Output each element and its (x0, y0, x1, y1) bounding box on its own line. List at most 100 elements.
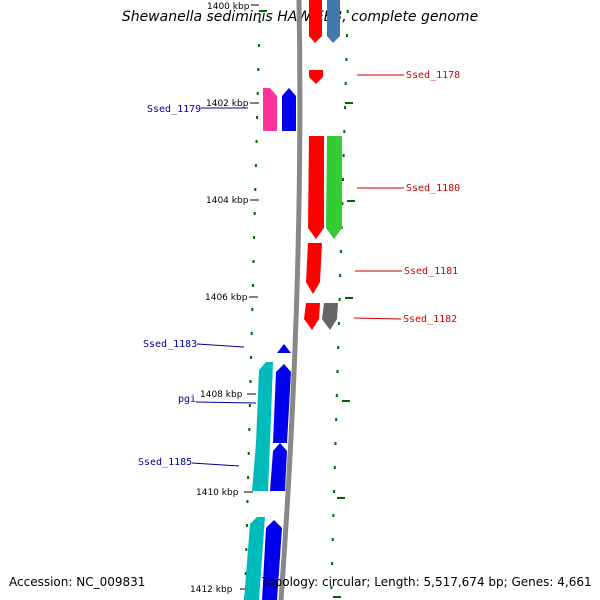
guide-dot (335, 418, 338, 421)
guide-dash (337, 497, 345, 499)
guide-dot (336, 370, 339, 373)
guide-dot (331, 562, 334, 565)
guide-dot (344, 106, 346, 109)
guide-dash (345, 297, 353, 299)
gene-label-pgi[interactable]: pgi (178, 394, 196, 405)
guide-dot (247, 476, 250, 479)
label-leaders (191, 74, 404, 467)
gene-ssed-1182[interactable] (322, 303, 338, 330)
guide-dot (342, 178, 344, 181)
guide-dash (259, 10, 267, 12)
guide-dot (337, 346, 340, 349)
gene-ssed-1180a[interactable] (308, 136, 324, 239)
guide-dot (252, 260, 255, 263)
guide-dot (249, 380, 252, 383)
gene-label-ssed-1183[interactable]: Ssed_1183 (143, 339, 197, 350)
guide-dot (247, 452, 250, 455)
genome-backbone (278, 0, 303, 600)
reverse-genes (244, 88, 296, 600)
gene-pgi[interactable] (273, 364, 291, 443)
gene-label-ssed-1179[interactable]: Ssed_1179 (147, 104, 201, 115)
gene-ssed-1182a[interactable] (304, 303, 320, 330)
guide-dot (254, 164, 257, 167)
tick-label: 1400 kbp (207, 2, 250, 12)
guide-dot (258, 20, 261, 23)
guide-dash (345, 102, 353, 104)
gene-ssed-1183[interactable] (277, 344, 291, 353)
guide-dot (248, 404, 251, 407)
guide-dot (339, 250, 342, 253)
guide-dot (344, 82, 347, 85)
guide-dot (251, 284, 254, 287)
accession-text: Accession: NC_009831 (9, 575, 146, 589)
guide-dot (333, 466, 336, 469)
gene-pgi-a[interactable] (256, 362, 273, 443)
gene-ssed-1185[interactable] (270, 443, 287, 491)
guide-dot (254, 188, 257, 191)
guide-dot (253, 212, 256, 215)
guide-dot (256, 116, 259, 119)
tick-label: 1412 kbp (190, 585, 233, 595)
guide-dot (334, 442, 337, 445)
gene-label-ssed-1178[interactable]: Ssed_1178 (406, 70, 460, 81)
guide-dot (342, 154, 345, 157)
guide-dot (245, 524, 248, 527)
guide-dot (341, 202, 344, 205)
gene-ssed-1177[interactable] (309, 0, 322, 43)
guide-dot (331, 538, 334, 541)
gene-ssed-1177b[interactable] (327, 0, 340, 43)
gene-ssed-1181[interactable] (306, 243, 322, 294)
guide-dot (255, 140, 258, 143)
guide-dot (346, 34, 348, 37)
guide-dot (253, 236, 256, 239)
leader-ssed-1185 (191, 462, 240, 467)
guide-dot (330, 586, 333, 589)
guide-dot (343, 130, 346, 133)
guide-dot (337, 322, 340, 325)
gene-label-ssed-1180[interactable]: Ssed_1180 (406, 183, 460, 194)
guide-dot (246, 500, 249, 503)
tick-label: 1410 kbp (196, 488, 239, 498)
guide-dot (345, 58, 348, 61)
gene-ssed-1179[interactable] (282, 88, 296, 131)
guide-dot (245, 548, 248, 551)
guide-dot (256, 92, 259, 95)
guide-dot (257, 44, 260, 47)
gene-ssed-1185a[interactable] (252, 443, 270, 491)
guide-dot (335, 394, 338, 397)
genome-summary: Topology: circular; Length: 5,517,674 bp… (262, 575, 592, 589)
guide-dot (251, 308, 254, 311)
gene-ssed-1178[interactable] (309, 70, 323, 84)
guide-dot (248, 428, 251, 431)
guide-dot (257, 68, 260, 71)
gene-label-ssed-1182[interactable]: Ssed_1182 (403, 314, 457, 325)
tick-label: 1404 kbp (206, 196, 249, 206)
tick-label: 1402 kbp (206, 99, 249, 109)
guide-dash (342, 400, 350, 402)
guide-dot (338, 298, 341, 301)
gene-ssed-1186[interactable] (262, 520, 282, 600)
guide-dot (339, 274, 342, 277)
guide-dash (347, 200, 355, 202)
guide-dot (333, 490, 336, 493)
gene-label-ssed-1185[interactable]: Ssed_1185 (138, 457, 192, 468)
guide-dot (332, 514, 335, 517)
leader-ssed-1182 (353, 317, 402, 320)
forward-genes (304, 0, 342, 330)
gene-ssed-1180[interactable] (326, 136, 342, 239)
guide-dot (244, 572, 247, 575)
gene-ssed-1179a[interactable] (263, 88, 277, 131)
guide-dot (346, 10, 349, 13)
tick-label: 1408 kbp (200, 390, 243, 400)
guide-dot (250, 356, 253, 359)
tick-marks (240, 4, 259, 590)
guide-dot (250, 332, 253, 335)
gene-label-ssed-1181[interactable]: Ssed_1181 (404, 266, 458, 277)
guide-dash (333, 596, 341, 598)
gene-ssed-1186a[interactable] (244, 517, 265, 600)
track-guide-dots (244, 10, 355, 599)
tick-label: 1406 kbp (205, 293, 248, 303)
leader-pgi (195, 401, 257, 404)
